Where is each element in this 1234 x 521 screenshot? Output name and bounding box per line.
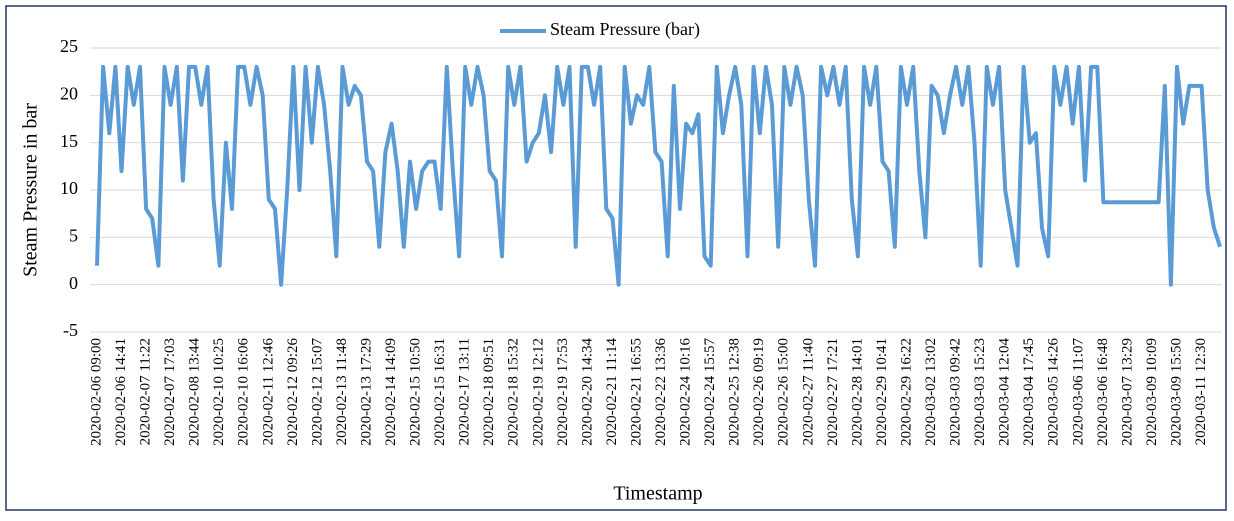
x-tick-label: 2020-02-22 13:36	[653, 338, 669, 446]
x-tick-label: 2020-02-27 11:40	[800, 338, 816, 445]
x-tick-label: 2020-02-06 14:41	[113, 338, 129, 446]
x-tick-label: 2020-02-15 10:50	[408, 338, 424, 446]
x-tick-label: 2020-03-02 13:02	[923, 338, 939, 446]
x-tick-label: 2020-02-06 09:00	[88, 338, 104, 446]
x-tick-label: 2020-02-18 15:32	[506, 338, 522, 446]
x-tick-label: 2020-02-27 17:21	[825, 338, 841, 446]
x-tick-label: 2020-02-21 11:14	[604, 338, 620, 446]
x-tick-label: 2020-03-04 12:04	[997, 338, 1013, 446]
x-tick-label: 2020-03-03 09:42	[948, 338, 964, 446]
x-tick-label: 2020-02-24 15:57	[702, 338, 718, 446]
x-tick-label: 2020-03-09 15:50	[1168, 338, 1184, 446]
x-tick-label: 2020-02-24 10:16	[678, 338, 694, 446]
x-tick-label: 2020-03-05 14:26	[1046, 338, 1062, 446]
x-tick-label: 2020-03-04 17:45	[1021, 338, 1037, 446]
y-tick-label: 0	[69, 273, 78, 293]
y-tick-label: 25	[60, 36, 78, 56]
x-tick-label: 2020-03-06 16:48	[1095, 338, 1111, 446]
x-tick-label: 2020-02-26 09:19	[751, 338, 767, 446]
x-tick-label: 2020-02-17 13:11	[457, 338, 473, 445]
x-tick-label: 2020-02-28 14:01	[849, 338, 865, 446]
x-tick-label: 2020-02-07 17:03	[162, 338, 178, 446]
x-tick-label: 2020-02-18 09:51	[481, 338, 497, 446]
x-tick-label: 2020-03-03 15:23	[972, 338, 988, 446]
x-tick-label: 2020-02-13 11:48	[334, 338, 350, 445]
x-tick-label: 2020-03-07 13:29	[1119, 338, 1135, 446]
x-tick-label: 2020-02-10 16:06	[236, 338, 252, 446]
x-axis-title: Timestamp	[613, 483, 702, 505]
x-tick-label: 2020-02-19 17:53	[555, 338, 571, 446]
x-tick-label: 2020-02-14 14:09	[383, 338, 399, 446]
x-tick-label: 2020-02-26 15:00	[776, 338, 792, 446]
x-tick-label: 2020-02-11 12:46	[260, 338, 276, 446]
y-axis-title: Steam Pressure in bar	[20, 103, 42, 277]
y-tick-label: -5	[63, 320, 78, 340]
x-tick-label: 2020-02-10 10:25	[211, 338, 227, 446]
x-tick-label: 2020-02-19 12:12	[530, 338, 546, 446]
x-tick-label: 2020-03-06 11:07	[1070, 338, 1086, 446]
y-tick-label: 10	[60, 178, 78, 198]
x-tick-label: 2020-02-29 16:22	[898, 338, 914, 446]
y-tick-label: 5	[69, 225, 78, 245]
legend-label: Steam Pressure (bar)	[550, 19, 700, 40]
x-tick-label: 2020-02-08 13:44	[187, 338, 203, 446]
x-tick-label: 2020-03-11 12:30	[1193, 338, 1209, 445]
x-tick-label: 2020-02-25 12:38	[727, 338, 743, 446]
x-tick-label: 2020-02-12 09:26	[285, 338, 301, 446]
x-tick-label: 2020-02-15 16:31	[432, 338, 448, 446]
x-tick-label: 2020-02-12 15:07	[309, 338, 325, 446]
y-tick-label: 20	[60, 83, 78, 103]
data-line	[95, 64, 1222, 287]
x-tick-label: 2020-03-09 10:09	[1144, 338, 1160, 446]
x-tick-label: 2020-02-13 17:29	[358, 338, 374, 446]
y-tick-label: 15	[60, 131, 78, 151]
x-tick-label: 2020-02-20 14:34	[579, 338, 595, 446]
x-tick-label: 2020-02-07 11:22	[138, 338, 154, 445]
x-tick-label: 2020-02-29 10:41	[874, 338, 890, 446]
x-tick-label: 2020-02-21 16:55	[628, 338, 644, 446]
